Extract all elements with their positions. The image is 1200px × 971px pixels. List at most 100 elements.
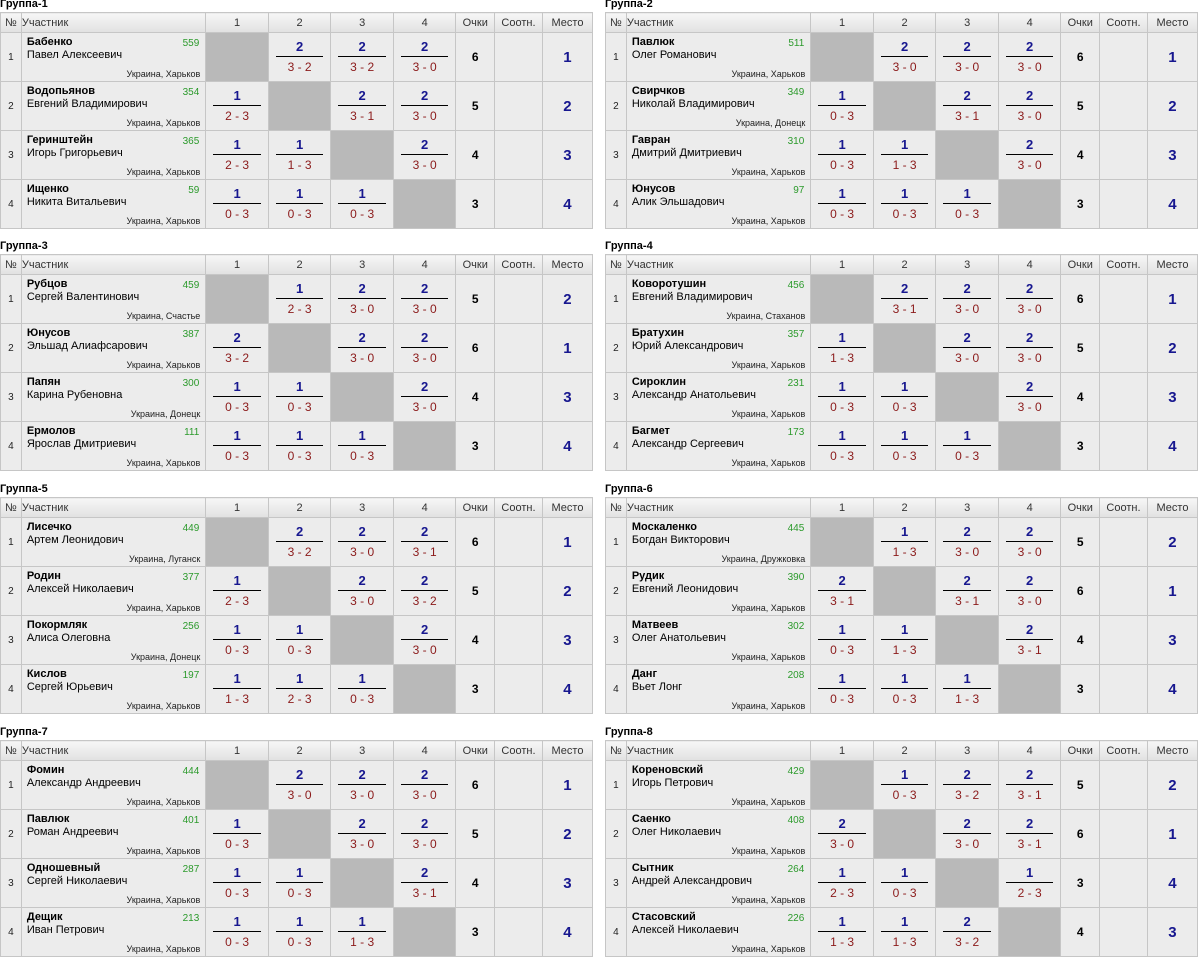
header-opponent-3: 3	[935, 254, 999, 275]
header-opponent-2: 2	[267, 12, 332, 33]
player-rating: 349	[787, 87, 805, 98]
group-title: Группа-8	[605, 726, 653, 738]
header-row: № Участник 1 2 3 4 Очки Соотн. Место	[605, 740, 1199, 761]
total-points: 3	[455, 664, 495, 714]
match-points: 1	[838, 914, 846, 929]
score-divider	[943, 784, 991, 785]
player-rating: 445	[787, 523, 805, 534]
player-rating: 231	[787, 378, 805, 389]
total-points: 3	[1060, 664, 1100, 714]
header-place: Место	[1146, 740, 1199, 761]
ratio-cell	[1099, 566, 1148, 616]
score-divider	[213, 396, 261, 397]
match-score: 3 - 0	[1017, 158, 1042, 172]
match-result-cell: 1 0 - 3	[935, 421, 999, 471]
score-divider	[943, 590, 991, 591]
match-result-cell: 2 3 - 1	[935, 566, 999, 616]
final-place: 3	[1146, 372, 1199, 422]
player-rating: 300	[182, 378, 200, 389]
player-last-name: Свирчков	[631, 85, 685, 97]
match-score: 3 - 2	[955, 788, 980, 802]
group-4: Группа-4 № Участник 1 2 3 4 Очки Соотн. Место 1 Ков…	[605, 240, 1199, 485]
ratio-cell	[1099, 179, 1148, 229]
results-table: № Участник 1 2 3 4 Очки Соотн. Место 1 Лисечко Арте…	[0, 497, 594, 714]
match-score: 0 - 3	[225, 449, 250, 463]
player-first-name: Ярослав Дмитриевич	[26, 438, 137, 450]
total-points: 4	[455, 372, 495, 422]
total-points: 4	[455, 858, 495, 908]
match-points: 2	[421, 39, 429, 54]
player-first-name: Евгений Леонидович	[631, 583, 739, 595]
match-points: 1	[838, 622, 846, 637]
final-place: 2	[541, 566, 594, 616]
match-score: 0 - 3	[892, 692, 917, 706]
score-divider	[338, 298, 386, 299]
match-result-cell: 2 3 - 0	[267, 760, 332, 810]
player-rating: 459	[182, 280, 200, 291]
player-location: Украина, Стаханов	[726, 311, 806, 321]
self-cell	[205, 760, 269, 810]
score-divider	[400, 298, 449, 299]
score-divider	[213, 639, 261, 640]
ratio-cell	[1099, 858, 1148, 908]
match-result-cell: 2 3 - 0	[392, 130, 457, 180]
match-score: 0 - 3	[350, 207, 375, 221]
match-result-cell: 1 2 - 3	[267, 274, 332, 324]
player-number: 2	[0, 323, 22, 373]
match-score: 0 - 3	[830, 643, 855, 657]
match-result-cell: 2 3 - 2	[392, 566, 457, 616]
match-result-cell: 1 0 - 3	[330, 421, 394, 471]
player-rating: 429	[787, 766, 805, 777]
total-points: 6	[1060, 32, 1100, 82]
player-number: 1	[605, 517, 627, 567]
player-last-name: Павлюк	[26, 813, 70, 825]
player-first-name: Олег Анатольевич	[631, 632, 726, 644]
match-score: 0 - 3	[892, 788, 917, 802]
match-result-cell: 2 3 - 0	[330, 323, 394, 373]
score-divider	[943, 833, 991, 834]
player-number: 3	[0, 372, 22, 422]
match-result-cell: 2 3 - 0	[935, 32, 999, 82]
match-score: 3 - 0	[955, 837, 980, 851]
match-result-cell: 2 3 - 1	[392, 517, 457, 567]
player-rating: 511	[788, 38, 805, 49]
match-score: 0 - 3	[830, 207, 855, 221]
total-points: 6	[1060, 809, 1100, 859]
self-cell	[935, 372, 999, 422]
match-score: 2 - 3	[287, 692, 312, 706]
match-points: 2	[421, 88, 429, 103]
self-cell	[205, 517, 269, 567]
player-last-name: Багмет	[631, 425, 670, 437]
self-cell	[392, 421, 457, 471]
player-location: Украина, Харьков	[126, 895, 201, 905]
player-last-name: Юнусов	[631, 183, 676, 195]
player-first-name: Никита Витальевич	[26, 196, 127, 208]
player-number: 3	[605, 130, 627, 180]
match-points: 1	[358, 914, 366, 929]
ratio-cell	[494, 32, 543, 82]
header-participant: Участник	[625, 740, 812, 761]
player-location: Украина, Харьков	[126, 360, 201, 370]
match-result-cell: 2 3 - 0	[392, 615, 457, 665]
ratio-cell	[494, 179, 543, 229]
header-opponent-3: 3	[330, 12, 394, 33]
score-divider	[818, 688, 866, 689]
total-points: 5	[455, 809, 495, 859]
player-last-name: Сироклин	[631, 376, 687, 388]
header-opponent-2: 2	[872, 497, 937, 518]
score-divider	[1005, 541, 1054, 542]
final-place: 3	[1146, 615, 1199, 665]
total-points: 4	[455, 615, 495, 665]
match-points: 1	[295, 379, 304, 394]
match-score: 3 - 0	[350, 545, 375, 559]
match-points: 1	[838, 865, 846, 880]
match-score: 3 - 0	[412, 302, 437, 316]
score-divider	[943, 105, 991, 106]
score-divider	[818, 833, 866, 834]
match-points: 1	[838, 88, 846, 103]
score-divider	[818, 882, 866, 883]
player-row: 3 Одношевный Сергей Николаевич 287 Украина, …	[0, 858, 594, 908]
match-points: 2	[900, 281, 909, 296]
score-divider	[880, 298, 929, 299]
header-opponent-4: 4	[392, 254, 457, 275]
